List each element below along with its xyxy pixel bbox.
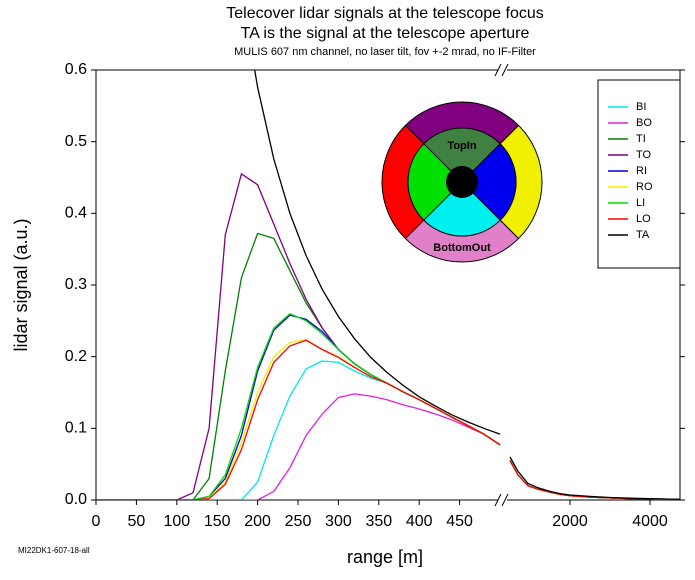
y-tick-label: 0.4 — [65, 205, 87, 222]
chart-title: Telecover lidar signals at the telescope… — [226, 5, 544, 22]
chart-subtitle: TA is the signal at the telescope apertu… — [241, 25, 530, 42]
series-line — [509, 460, 680, 500]
legend-box — [597, 79, 681, 269]
x-axis-label: range [m] — [347, 547, 423, 567]
x-tick-label: 0 — [92, 513, 101, 530]
chart-note: MULIS 607 nm channel, no laser tilt, fov… — [234, 46, 536, 58]
axis-break — [494, 63, 502, 77]
x-tick-label: 300 — [325, 513, 352, 530]
series-line — [96, 360, 501, 500]
y-tick-label: 0.3 — [65, 276, 87, 293]
series-line — [96, 339, 501, 500]
legend-label: RO — [636, 181, 653, 193]
x-tick-label: 100 — [163, 513, 190, 530]
plot-frame — [95, 69, 681, 501]
axis-break — [494, 493, 502, 507]
series-line — [509, 460, 680, 500]
legend-label: BO — [636, 117, 652, 129]
axis-break-gap — [498, 496, 507, 504]
series-line — [509, 460, 680, 500]
legend-label: LI — [636, 197, 645, 209]
x-tick-label: 250 — [285, 513, 312, 530]
footnote: MI22DK1-607-18-all — [18, 546, 90, 555]
series-line — [96, 232, 501, 500]
x-tick-label: 2000 — [552, 513, 588, 530]
y-axis-label: lidar signal (a.u.) — [11, 218, 31, 351]
diagram-label: BottomOut — [433, 242, 491, 254]
series-group — [96, 70, 680, 500]
legend-label: RI — [636, 165, 647, 177]
diagram-label: TopIn — [447, 140, 476, 152]
y-tick-label: 0.0 — [65, 491, 87, 508]
x-tick-label: 150 — [204, 513, 231, 530]
x-tick-label: 50 — [128, 513, 146, 530]
series-line — [254, 70, 501, 435]
series-line — [509, 460, 680, 500]
axis-break-gap — [498, 66, 507, 74]
axis-break — [501, 63, 509, 77]
x-tick-label: 200 — [244, 513, 271, 530]
series-line — [96, 312, 501, 500]
series-line — [509, 460, 680, 500]
x-tick-label: 400 — [406, 513, 433, 530]
legend-label: TA — [636, 229, 650, 241]
y-tick-label: 0.5 — [65, 133, 87, 150]
series-line — [96, 338, 501, 500]
series-line — [509, 460, 680, 500]
diagram-center — [446, 166, 478, 198]
x-tick-label: 4000 — [632, 513, 668, 530]
legend-label: TO — [636, 149, 652, 161]
y-tick-label: 0.6 — [65, 61, 87, 78]
legend-label: LO — [636, 213, 651, 225]
series-line — [509, 456, 680, 500]
series-line — [509, 460, 680, 500]
axis-break — [501, 493, 509, 507]
legend-label: BI — [636, 101, 646, 113]
series-line — [509, 460, 680, 500]
x-tick-label: 350 — [365, 513, 392, 530]
x-tick-label: 450 — [446, 513, 473, 530]
y-tick-label: 0.1 — [65, 420, 87, 437]
legend-label: TI — [636, 133, 646, 145]
series-line — [96, 393, 501, 500]
y-tick-label: 0.2 — [65, 348, 87, 365]
